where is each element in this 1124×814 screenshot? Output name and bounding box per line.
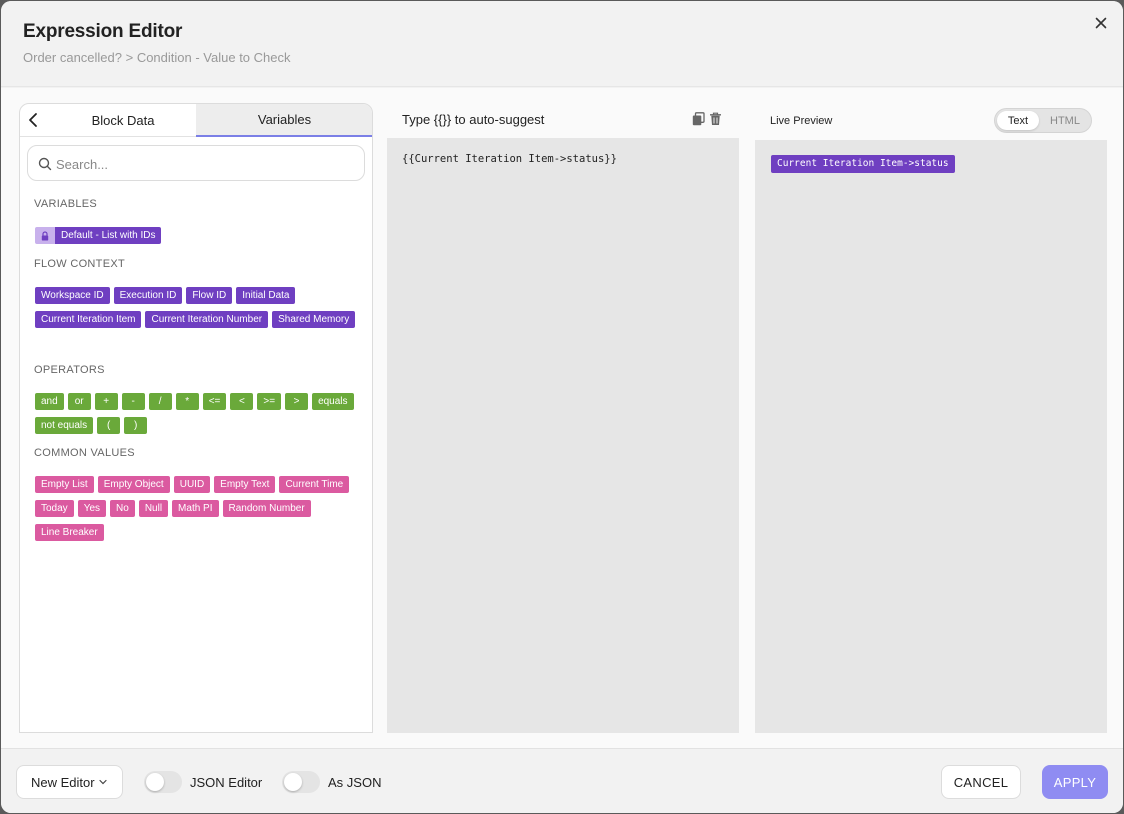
section-label-variables: VARIABLES xyxy=(34,198,98,210)
value-random-number[interactable]: Random Number xyxy=(222,500,311,517)
expression-editor-area[interactable]: {{Current Iteration Item->status}} xyxy=(387,138,739,733)
operator-gt[interactable]: > xyxy=(285,393,309,410)
modal-header: Expression Editor Order cancelled? > Con… xyxy=(1,1,1123,87)
preview-variable-chip: Current Iteration Item->status xyxy=(771,155,955,173)
value-empty-list[interactable]: Empty List xyxy=(35,476,94,493)
copy-icon[interactable] xyxy=(692,112,705,126)
operator-close-paren[interactable]: ) xyxy=(124,417,148,434)
operator-lt[interactable]: < xyxy=(230,393,254,410)
close-icon[interactable] xyxy=(1093,15,1109,31)
json-editor-toggle[interactable] xyxy=(144,771,182,793)
tab-block-data[interactable]: Block Data xyxy=(91,113,155,128)
section-label-flow-context: FLOW CONTEXT xyxy=(34,258,125,270)
value-today[interactable]: Today xyxy=(35,500,74,517)
chip-initial-data[interactable]: Initial Data xyxy=(236,287,296,304)
operator-not-equals[interactable]: not equals xyxy=(35,417,94,434)
tab-variables[interactable]: Variables xyxy=(196,104,372,137)
chip-current-iteration-number[interactable]: Current Iteration Number xyxy=(145,311,269,328)
toggle-knob xyxy=(146,773,164,791)
new-editor-label: New Editor xyxy=(31,774,95,790)
modal-content: Block Data Variables VARIABLES xyxy=(1,88,1123,748)
as-json-toggle[interactable] xyxy=(282,771,320,793)
live-preview-area: Current Iteration Item->status xyxy=(755,140,1107,733)
search-input[interactable] xyxy=(56,152,356,176)
common-values-chip-list: Empty List Empty Object UUID Empty Text … xyxy=(35,476,365,541)
section-label-common-values: COMMON VALUES xyxy=(34,447,135,459)
search-icon xyxy=(38,157,52,171)
operator-equals[interactable]: equals xyxy=(312,393,354,410)
value-null[interactable]: Null xyxy=(138,500,169,517)
value-yes[interactable]: Yes xyxy=(77,500,107,517)
chip-shared-memory[interactable]: Shared Memory xyxy=(272,311,356,328)
as-json-label: As JSON xyxy=(328,775,382,790)
flow-context-chip-list: Workspace ID Execution ID Flow ID Initia… xyxy=(35,287,365,328)
modal-footer: New Editor JSON Editor As JSON CANCEL AP… xyxy=(1,748,1123,813)
variable-chip[interactable]: Default - List with IDs xyxy=(35,227,162,244)
data-picker-panel: Block Data Variables VARIABLES xyxy=(19,103,373,733)
operator-lte[interactable]: <= xyxy=(202,393,227,410)
json-editor-label: JSON Editor xyxy=(190,775,263,790)
chevron-down-icon xyxy=(98,779,107,785)
value-empty-text[interactable]: Empty Text xyxy=(214,476,276,493)
operator-minus[interactable]: - xyxy=(121,393,145,410)
chip-current-iteration-item[interactable]: Current Iteration Item xyxy=(35,311,142,328)
section-label-operators: OPERATORS xyxy=(34,364,105,376)
trash-icon[interactable] xyxy=(709,112,722,126)
operator-divide[interactable]: / xyxy=(148,393,172,410)
variables-chip-list: Default - List with IDs xyxy=(35,227,365,244)
new-editor-dropdown[interactable]: New Editor xyxy=(16,765,123,799)
operator-gte[interactable]: >= xyxy=(257,393,282,410)
preview-mode-text[interactable]: Text xyxy=(997,111,1039,130)
operator-and[interactable]: and xyxy=(35,393,64,410)
apply-button[interactable]: APPLY xyxy=(1042,765,1108,799)
breadcrumb: Order cancelled? > Condition - Value to … xyxy=(23,50,291,65)
value-no[interactable]: No xyxy=(110,500,135,517)
value-current-time[interactable]: Current Time xyxy=(279,476,350,493)
chip-execution-id[interactable]: Execution ID xyxy=(113,287,183,304)
live-preview-label: Live Preview xyxy=(770,115,833,127)
cancel-button[interactable]: CANCEL xyxy=(941,765,1021,799)
toggle-knob xyxy=(284,773,302,791)
editor-hint: Type {{}} to auto-suggest xyxy=(402,112,545,127)
operator-multiply[interactable]: * xyxy=(175,393,199,410)
chip-workspace-id[interactable]: Workspace ID xyxy=(35,287,110,304)
chip-flow-id[interactable]: Flow ID xyxy=(186,287,233,304)
lock-icon xyxy=(35,227,55,244)
chevron-left-icon[interactable] xyxy=(24,110,44,130)
operator-open-paren[interactable]: ( xyxy=(97,417,121,434)
value-line-breaker[interactable]: Line Breaker xyxy=(35,524,104,541)
preview-mode-toggle: Text HTML xyxy=(994,108,1092,133)
expression-text[interactable]: {{Current Iteration Item->status}} xyxy=(402,153,617,165)
preview-mode-html[interactable]: HTML xyxy=(1050,114,1080,127)
search-box xyxy=(27,145,365,181)
value-uuid[interactable]: UUID xyxy=(173,476,211,493)
tab-bar: Block Data Variables xyxy=(20,104,372,137)
operator-plus[interactable]: + xyxy=(94,393,118,410)
operators-chip-list: and or + - / * <= < >= > equals not equa… xyxy=(35,393,365,434)
modal-title: Expression Editor xyxy=(23,21,183,42)
operator-or[interactable]: or xyxy=(67,393,91,410)
variable-chip-label: Default - List with IDs xyxy=(55,227,162,244)
value-empty-object[interactable]: Empty Object xyxy=(97,476,170,493)
value-math-pi[interactable]: Math PI xyxy=(172,500,219,517)
